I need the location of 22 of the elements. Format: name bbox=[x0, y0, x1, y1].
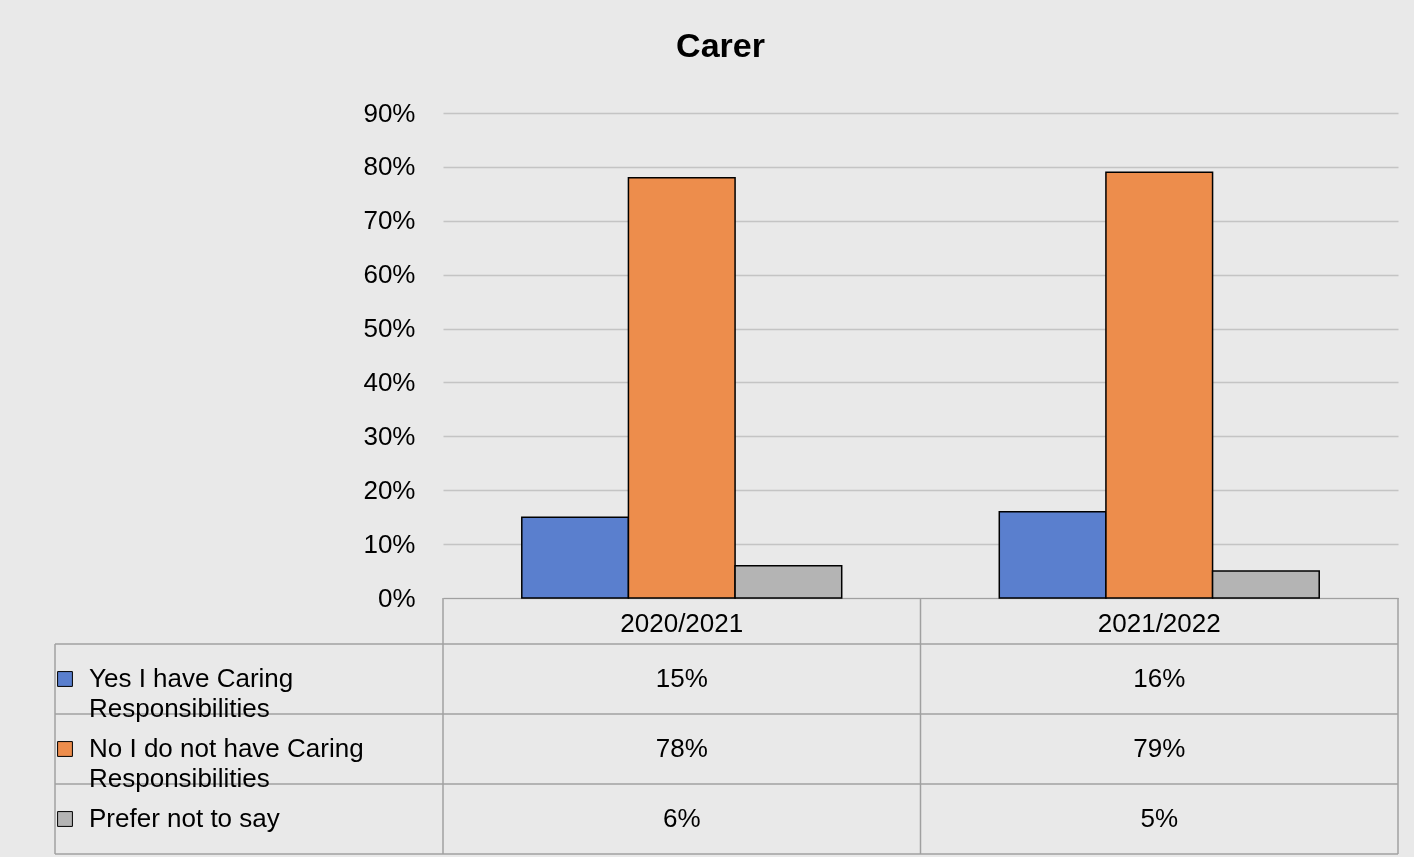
legend-label: Prefer not to say bbox=[89, 803, 280, 833]
chart-title: Carer bbox=[676, 26, 765, 64]
data-label: 16% bbox=[1133, 663, 1186, 693]
y-tick-label: 20% bbox=[363, 474, 416, 505]
y-tick-label: 30% bbox=[363, 420, 416, 451]
y-tick-label: 80% bbox=[363, 151, 416, 182]
x-tick-label: 2020/2021 bbox=[620, 607, 744, 638]
data-label: 15% bbox=[655, 663, 708, 693]
legend-label: Yes I have Caring Responsibilities bbox=[89, 663, 294, 723]
x-tick-label: 2021/2022 bbox=[1097, 607, 1221, 638]
y-tick-label: 90% bbox=[363, 97, 416, 128]
y-tick-label: 40% bbox=[363, 366, 416, 397]
data-label: 6% bbox=[662, 803, 701, 833]
data-label: 79% bbox=[1133, 733, 1186, 763]
y-tick-label: 10% bbox=[363, 528, 416, 559]
y-tick-label: 50% bbox=[363, 313, 416, 344]
legend-label: No I do not have Caring Responsibilities bbox=[89, 733, 364, 793]
y-tick-label: 60% bbox=[363, 259, 416, 290]
data-label: 5% bbox=[1140, 803, 1179, 833]
data-label: 78% bbox=[655, 733, 708, 763]
y-tick-label: 0% bbox=[377, 582, 416, 613]
y-tick-label: 70% bbox=[363, 205, 416, 236]
